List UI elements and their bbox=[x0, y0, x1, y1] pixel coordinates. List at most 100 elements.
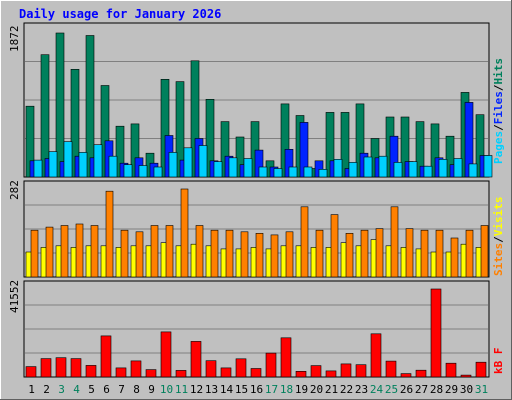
bar-pages-day-26 bbox=[408, 161, 418, 178]
legend-sites-visits: Sites/Visits bbox=[492, 197, 505, 277]
bar-kb-f-day-undefined bbox=[355, 364, 367, 378]
bar-kb-f-day-undefined bbox=[430, 288, 442, 378]
bar-pages-day-31 bbox=[483, 155, 493, 178]
bar-pages-day-8 bbox=[138, 165, 148, 178]
bar-kb-f-day-undefined bbox=[310, 365, 322, 378]
bar-pages-day-18 bbox=[288, 166, 298, 178]
bar-sites-day-undefined bbox=[30, 229, 39, 278]
legend-sites: Sites bbox=[492, 243, 505, 276]
bar-sites-day-undefined bbox=[75, 223, 84, 278]
bar-kb-f-day-undefined bbox=[370, 333, 382, 378]
bar-kb-f-day-undefined bbox=[130, 360, 142, 378]
x-tick-label: 13 bbox=[205, 383, 218, 396]
bar-pages-day-25 bbox=[393, 162, 403, 178]
kb-ymax-label: 41552 bbox=[8, 280, 21, 313]
bar-kb-f-day-undefined bbox=[295, 370, 307, 378]
bar-kb-f-day-undefined bbox=[160, 331, 172, 378]
x-tick-label: 9 bbox=[148, 383, 155, 396]
x-tick-label: 27 bbox=[415, 383, 428, 396]
bar-sites-day-undefined bbox=[255, 233, 264, 278]
bar-kb-f-day-undefined bbox=[85, 365, 97, 378]
x-tick-label: 12 bbox=[190, 383, 203, 396]
bar-sites-day-undefined bbox=[435, 229, 444, 278]
bar-kb-f-day-undefined bbox=[385, 360, 397, 378]
bar-sites-day-undefined bbox=[180, 188, 189, 278]
bar-pages-day-29 bbox=[453, 158, 463, 178]
x-tick-label: 17 bbox=[265, 383, 278, 396]
bar-sites-day-undefined bbox=[210, 229, 219, 278]
bar-pages-day-17 bbox=[273, 168, 283, 178]
bar-kb-f-day-undefined bbox=[235, 358, 247, 378]
bar-pages-day-20 bbox=[318, 169, 328, 178]
bar-pages-day-7 bbox=[123, 164, 133, 178]
bar-sites-day-undefined bbox=[345, 233, 354, 278]
x-tick-label: 23 bbox=[355, 383, 368, 396]
bar-kb-f-day-undefined bbox=[340, 363, 352, 378]
bar-kb-f-day-undefined bbox=[175, 370, 187, 378]
bar-kb-f-day-undefined bbox=[70, 358, 82, 378]
x-tick-label: 28 bbox=[430, 383, 443, 396]
bar-kb-f-day-undefined bbox=[115, 367, 127, 378]
bar-pages-day-11 bbox=[183, 147, 193, 178]
bar-sites-day-undefined bbox=[390, 206, 399, 278]
bar-sites-day-undefined bbox=[450, 237, 459, 278]
x-tick-label: 20 bbox=[310, 383, 323, 396]
visits-ymax-label: 282 bbox=[8, 180, 21, 200]
legend-files: Files bbox=[492, 91, 505, 124]
legend-kb: kB F bbox=[492, 348, 505, 375]
x-tick-label: 8 bbox=[133, 383, 140, 396]
x-tick-label: 2 bbox=[43, 383, 50, 396]
bar-pages-day-16 bbox=[258, 166, 268, 178]
bar-kb-f-day-undefined bbox=[325, 370, 337, 378]
legend-hits: Hits bbox=[492, 58, 505, 85]
bar-sites-day-undefined bbox=[270, 234, 279, 278]
x-tick-label: 10 bbox=[160, 383, 173, 396]
bar-sites-day-undefined bbox=[90, 225, 99, 278]
bar-pages-day-28 bbox=[438, 159, 448, 178]
bar-pages-day-23 bbox=[363, 156, 373, 178]
bar-sites-day-undefined bbox=[420, 229, 429, 278]
bar-pages-day-6 bbox=[108, 155, 118, 178]
x-tick-label: 22 bbox=[340, 383, 353, 396]
bar-sites-day-undefined bbox=[195, 225, 204, 278]
chart-title: Daily usage for January 2026 bbox=[19, 7, 221, 21]
x-tick-label: 3 bbox=[58, 383, 65, 396]
x-tick-label: 24 bbox=[370, 383, 384, 396]
bar-sites-day-undefined bbox=[135, 231, 144, 278]
x-tick-label: 6 bbox=[103, 383, 110, 396]
bar-pages-day-30 bbox=[468, 163, 478, 178]
bar-sites-day-undefined bbox=[45, 226, 54, 278]
x-tick-label: 5 bbox=[88, 383, 95, 396]
bar-sites-day-undefined bbox=[300, 206, 309, 278]
bar-sites-day-undefined bbox=[240, 231, 249, 278]
bar-pages-day-14 bbox=[228, 157, 238, 178]
bar-sites-day-undefined bbox=[465, 229, 474, 278]
bar-sites-day-undefined bbox=[150, 225, 159, 278]
bar-pages-day-21 bbox=[333, 159, 343, 178]
bar-pages-day-5 bbox=[93, 144, 103, 178]
bar-pages-day-24 bbox=[378, 155, 388, 178]
x-tick-label: 29 bbox=[445, 383, 458, 396]
bar-pages-day-13 bbox=[213, 161, 223, 178]
x-tick-label: 14 bbox=[220, 383, 234, 396]
x-tick-label: 15 bbox=[235, 383, 248, 396]
bar-pages-day-9 bbox=[153, 166, 163, 178]
bar-sites-day-undefined bbox=[480, 225, 489, 278]
bar-kb-f-day-undefined bbox=[25, 366, 37, 378]
bar-kb-f-day-undefined bbox=[415, 369, 427, 378]
bar-kb-f-day-undefined bbox=[280, 337, 292, 378]
bar-pages-day-2 bbox=[48, 151, 58, 178]
x-tick-label: 11 bbox=[175, 383, 188, 396]
bar-kb-f-day-undefined bbox=[190, 341, 202, 378]
bar-kb-f-day-undefined bbox=[265, 352, 277, 378]
legend-hits-files-pages: Pages/Files/Hits bbox=[492, 58, 505, 164]
bar-kb-f-day-undefined bbox=[220, 367, 232, 378]
bar-pages-day-1 bbox=[33, 159, 43, 178]
bar-pages-day-27 bbox=[423, 165, 433, 178]
bar-sites-day-undefined bbox=[225, 229, 234, 278]
bar-pages-day-4 bbox=[78, 152, 88, 178]
bar-kb-f-day-undefined bbox=[400, 373, 412, 378]
hits-ymax-label: 1872 bbox=[8, 26, 21, 53]
x-tick-label: 4 bbox=[73, 383, 80, 396]
